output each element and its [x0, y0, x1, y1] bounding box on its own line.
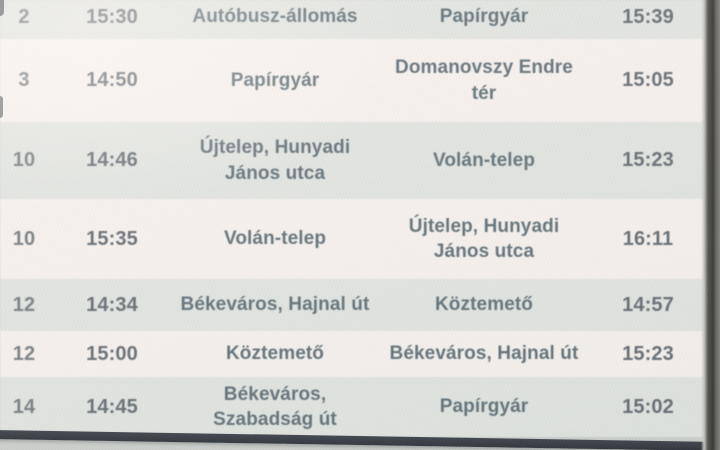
table-row: 10 14:46 Újtelep, Hunyadi János utca Vol… — [0, 122, 720, 199]
destination-stop: Újtelep, Hunyadi János utca — [408, 215, 560, 262]
origin-stop: Békeváros, Hajnal út — [180, 294, 370, 316]
arrival-time: 16:11 — [622, 227, 674, 250]
origin-stop: Autóbusz-állomás — [192, 6, 358, 27]
departure-time: 14:45 — [86, 395, 138, 418]
photo-edge-artifact — [0, 0, 4, 16]
arrival-time: 14:57 — [622, 293, 674, 316]
departure-time: 15:30 — [86, 6, 138, 28]
arrival-time: 15:39 — [622, 6, 674, 28]
table-row: 12 14:34 Békeváros, Hajnal út Köztemető … — [0, 279, 720, 331]
departure-time: 15:00 — [86, 342, 138, 365]
table-row: 14 14:45 Békeváros, Szabadság út Papírgy… — [0, 377, 720, 437]
arrival-time: 15:05 — [622, 69, 674, 92]
screen-right-bezel — [701, 0, 720, 450]
table-row: 3 14:50 Papírgyár Domanovszy Endre tér 1… — [0, 39, 720, 122]
line-number: 3 — [18, 69, 30, 92]
line-number: 14 — [12, 395, 36, 418]
table-row: 12 15:00 Köztemető Békeváros, Hajnal út … — [0, 331, 720, 377]
departures-table: 2 15:30 Autóbusz-állomás Papírgyár 15:39… — [0, 0, 720, 437]
line-number: 10 — [12, 149, 36, 172]
destination-stop: Papírgyár — [439, 396, 529, 418]
origin-stop: Köztemető — [225, 343, 324, 365]
origin-stop: Volán-telep — [223, 228, 327, 250]
destination-stop: Domanovszy Endre tér — [395, 57, 573, 104]
line-number: 10 — [12, 227, 36, 250]
destination-stop: Köztemető — [434, 294, 533, 316]
table-row: 2 15:30 Autóbusz-állomás Papírgyár 15:39 — [0, 0, 720, 39]
arrival-time: 15:23 — [622, 149, 674, 172]
photo-edge-artifact — [0, 96, 3, 118]
departure-time: 15:35 — [86, 227, 138, 250]
departure-time: 14:46 — [86, 149, 138, 172]
origin-stop: Újtelep, Hunyadi János utca — [199, 137, 351, 184]
origin-stop: Békeváros, Szabadság út — [213, 383, 337, 430]
line-number: 12 — [12, 293, 36, 316]
arrival-time: 15:23 — [622, 342, 674, 365]
origin-stop: Papírgyár — [230, 69, 320, 91]
departure-time: 14:50 — [86, 69, 138, 92]
line-number: 12 — [12, 342, 36, 365]
arrival-time: 15:02 — [622, 395, 674, 418]
line-number: 2 — [18, 6, 30, 28]
destination-stop: Papírgyár — [439, 6, 529, 27]
destination-stop: Békeváros, Hajnal út — [389, 343, 579, 365]
table-row: 10 15:35 Volán-telep Újtelep, Hunyadi Já… — [0, 199, 720, 279]
destination-stop: Volán-telep — [432, 149, 536, 171]
departure-time: 14:34 — [86, 293, 138, 316]
